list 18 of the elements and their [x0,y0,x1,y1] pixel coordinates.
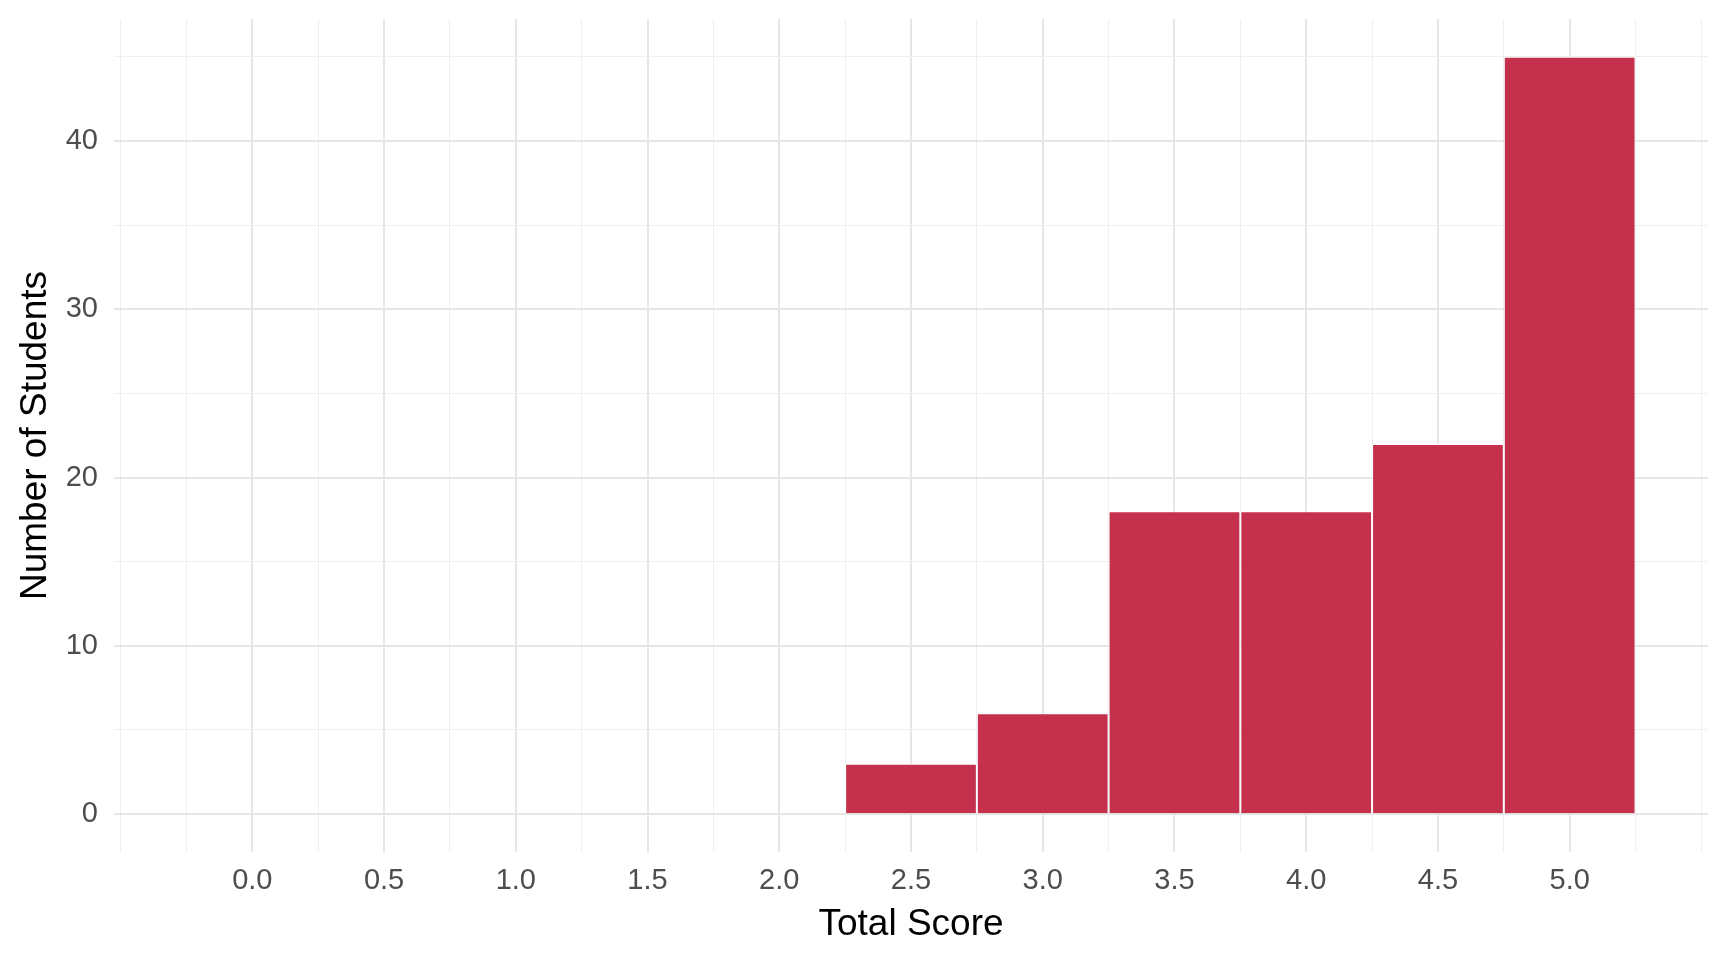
x-tick-label: 1.0 [495,863,536,896]
x-tick-label: 2.0 [759,863,800,896]
y-tick-label: 0 [81,796,98,829]
y-tick-label: 10 [65,627,98,660]
y-tick-label: 40 [65,123,98,156]
x-tick-label: 0.5 [363,863,405,896]
y-tick-label: 30 [65,291,98,324]
x-tick-label: 4.5 [1417,863,1459,896]
x-tick-label: 1.5 [627,863,668,896]
x-axis-title: Total Score [818,902,1004,943]
y-tick-label: 20 [65,459,98,492]
x-tick-label: 3.0 [1022,863,1063,896]
x-tick-label: 5.0 [1549,863,1590,896]
x-tick-label: 4.0 [1286,863,1327,896]
x-tick-label: 0.0 [232,863,273,896]
x-tick-label: 3.5 [1154,863,1195,896]
y-axis-title: Number of Students [13,270,55,601]
x-tick-label: 2.5 [890,863,932,896]
